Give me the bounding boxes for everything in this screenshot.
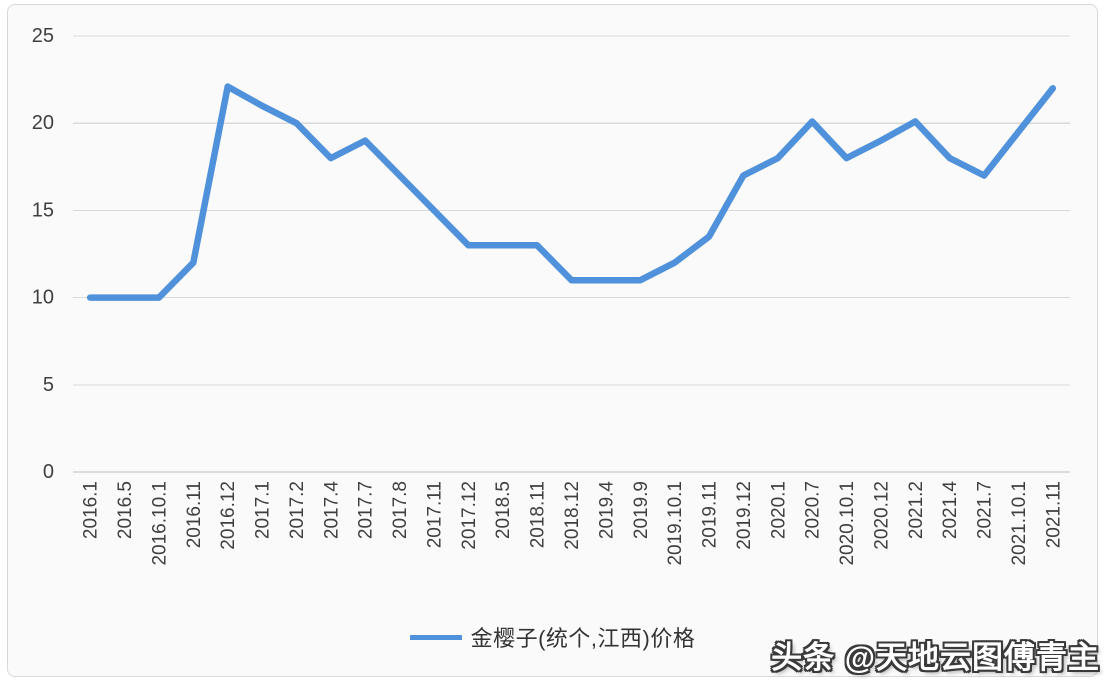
x-tick-label: 2021.2	[906, 481, 927, 539]
y-tick-label: 5	[43, 374, 54, 396]
x-tick-label: 2020.10.1	[837, 481, 858, 566]
x-tick-label: 2017.7	[356, 481, 377, 539]
x-tick-label: 2017.11	[425, 481, 446, 548]
x-tick-label: 2018.5	[493, 481, 514, 539]
x-tick-label: 2020.7	[803, 481, 824, 539]
x-tick-label: 2021.11	[1043, 481, 1064, 548]
x-tick-label: 2017.12	[459, 481, 480, 550]
x-tick-label: 2019.11	[700, 481, 721, 548]
x-tick-label: 2019.9	[631, 481, 652, 539]
x-tick-label: 2016.5	[115, 481, 136, 539]
x-tick-label: 2016.1	[81, 481, 102, 539]
x-tick-label: 2016.11	[184, 481, 205, 548]
y-tick-label: 10	[32, 287, 54, 309]
y-tick-label: 0	[43, 461, 54, 483]
x-axis-labels: 2016.1 2016.5 2016.10.1 2016.11 2016.12 2017.…	[81, 481, 1065, 566]
x-tick-label: 2016.10.1	[149, 481, 170, 566]
x-tick-label: 2021.4	[940, 481, 961, 540]
y-tick-label: 20	[32, 112, 54, 134]
chart-card: 25 20 15 10 5 0 2016.1 2016.5 2016.10.1 2016.11 20…	[7, 4, 1098, 677]
x-tick-label: 2017.2	[287, 481, 308, 539]
x-tick-label: 2018.11	[528, 481, 549, 548]
x-tick-label: 2021.10.1	[1009, 481, 1030, 566]
legend: 金樱子(统个,江西)价格	[8, 622, 1097, 652]
x-tick-label: 2017.1	[253, 481, 274, 539]
toutiao-watermark: 头条 @天地云图傅青主	[771, 640, 1100, 675]
x-tick-label: 2021.7	[975, 481, 996, 539]
x-tick-label: 2019.4	[596, 481, 617, 540]
legend-label: 金樱子(统个,江西)价格	[470, 626, 696, 651]
x-tick-label: 2020.1	[768, 481, 789, 539]
x-tick-label: 2017.8	[390, 481, 411, 539]
y-tick-label: 25	[32, 25, 54, 47]
x-tick-label: 2020.12	[871, 481, 892, 550]
legend-line-sample	[409, 634, 462, 640]
x-tick-label: 2019.12	[734, 481, 755, 550]
x-tick-label: 2017.4	[321, 481, 342, 540]
x-tick-label: 2018.12	[562, 481, 583, 550]
x-tick-label: 2016.12	[218, 481, 239, 550]
y-tick-label: 15	[32, 199, 54, 221]
price-line	[86, 83, 1057, 301]
y-axis-labels: 25 20 15 10 5 0	[32, 25, 54, 483]
x-tick-label: 2019.10.1	[665, 481, 686, 566]
gridlines	[73, 35, 1070, 473]
